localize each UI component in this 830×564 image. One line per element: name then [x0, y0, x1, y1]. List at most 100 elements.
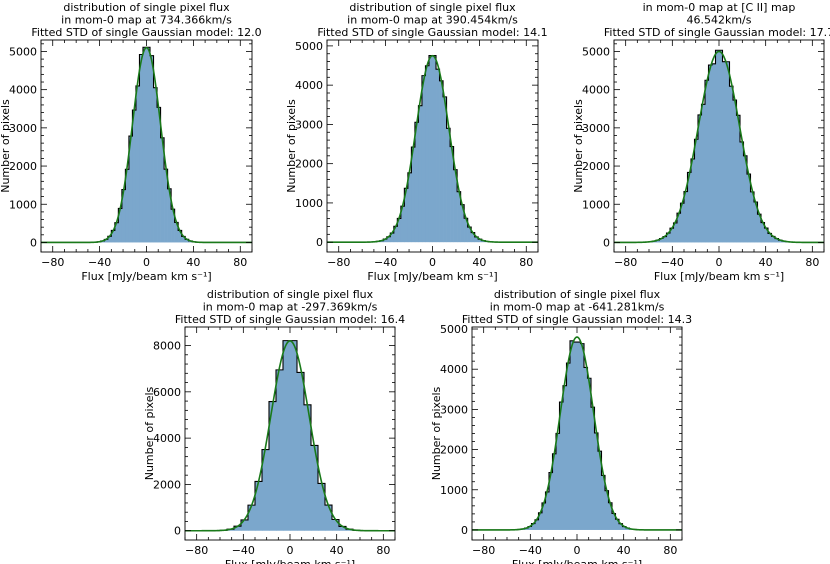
- histogram-bar: [747, 174, 751, 243]
- histogram-bar: [276, 369, 284, 531]
- histogram-bar: [428, 55, 433, 243]
- histogram-bar: [478, 239, 483, 243]
- panel-1: −80 −40 0 40 80 0 1000 2000 3000 4000 5000 distribu…: [0, 1, 262, 283]
- histogram-bar: [171, 209, 175, 243]
- y-axis-label: Number of pixels: [285, 99, 298, 193]
- x-tick-label: 40: [186, 256, 200, 269]
- histogram-bar: [612, 513, 616, 530]
- histogram-bar: [181, 236, 186, 243]
- histogram-bar: [178, 230, 182, 243]
- x-tick-label: 40: [330, 544, 344, 557]
- y-axis-label: Number of pixels: [572, 99, 585, 193]
- histogram-bar: [304, 404, 312, 531]
- gaussian-fit-line: [185, 340, 395, 532]
- histogram-bar: [457, 191, 461, 243]
- y-tick-label: 2000: [440, 444, 468, 457]
- histogram-bar: [761, 222, 765, 243]
- histogram-bar: [694, 139, 699, 243]
- histogram-bar: [421, 75, 426, 243]
- histogram-bar: [135, 85, 140, 243]
- histogram-bar: [573, 342, 578, 530]
- y-tick-label: 3000: [9, 122, 37, 135]
- histogram-bar: [729, 86, 734, 243]
- histogram-bar: [142, 47, 147, 243]
- histogram-bar: [471, 232, 475, 243]
- histogram-bar: [464, 218, 468, 243]
- histogram-bar: [425, 65, 430, 243]
- histogram-bar: [118, 208, 123, 243]
- x-tick-label: 80: [233, 256, 247, 269]
- y-tick-label: 1000: [295, 197, 323, 210]
- histogram-bar: [559, 402, 564, 530]
- histogram-bar: [687, 172, 692, 243]
- panel-3: −80 −40 0 40 80 0 1000 2000 3000 4000 5000 in mom-0…: [572, 1, 830, 283]
- histogram-bar: [297, 372, 305, 531]
- histogram-bar: [386, 236, 391, 243]
- y-tick-label: 5000: [295, 40, 323, 53]
- histogram-bar: [393, 226, 398, 243]
- histogram-bar: [400, 206, 405, 243]
- histogram-bar: [524, 528, 529, 530]
- y-tick-label: 3000: [440, 403, 468, 416]
- histogram-bar: [663, 236, 667, 243]
- x-tick-label: −80: [185, 544, 208, 557]
- histogram-bar: [757, 214, 762, 243]
- x-axis-label: Flux [mJy/beam km s⁻¹]: [225, 558, 355, 564]
- x-tick-label: −40: [519, 544, 542, 557]
- x-tick-label: 40: [617, 544, 631, 557]
- chart-title-line: Fitted STD of single Gaussian model: 14.…: [317, 26, 547, 39]
- histogram-bar: [164, 169, 168, 243]
- y-tick-label: 3000: [295, 118, 323, 131]
- histogram-bar: [715, 50, 720, 243]
- y-tick-label: 8000: [153, 340, 181, 353]
- histogram-bar: [598, 451, 602, 530]
- histogram-bar: [712, 63, 716, 243]
- histogram-bar: [764, 228, 769, 243]
- chart-title-line: in mom-0 map at -297.369km/s: [203, 301, 378, 314]
- y-tick-label: 5000: [582, 45, 610, 58]
- histogram-bar: [290, 340, 298, 531]
- histogram-bar: [587, 378, 592, 530]
- histogram-bar: [146, 47, 151, 243]
- y-tick-label: 6000: [153, 386, 181, 399]
- histogram-bar: [584, 367, 588, 530]
- histogram-bar: [160, 137, 165, 243]
- histogram-bar: [736, 115, 741, 243]
- x-tick-label: −40: [661, 256, 684, 269]
- y-tick-label: 4000: [440, 363, 468, 376]
- histogram-bar: [775, 238, 779, 243]
- histogram-bar: [531, 523, 536, 530]
- histogram-bar: [132, 110, 137, 243]
- histogram-bar: [185, 239, 189, 243]
- histogram-bar: [708, 65, 713, 243]
- chart-title-line: in mom-0 map at -641.281km/s: [490, 301, 665, 314]
- x-tick-label: 40: [759, 256, 773, 269]
- y-tick-label: 5000: [440, 323, 468, 336]
- x-axis-label: Flux [mJy/beam km s⁻¹]: [654, 270, 784, 283]
- histogram-bar: [622, 526, 627, 530]
- histogram-bar: [283, 340, 291, 531]
- histogram-bar: [566, 363, 571, 530]
- histogram-bar: [443, 96, 447, 243]
- x-tick-label: 0: [716, 256, 723, 269]
- histogram-bar: [234, 526, 242, 531]
- histogram-bar: [615, 519, 620, 530]
- y-tick-label: 0: [174, 525, 181, 538]
- y-tick-label: 1000: [9, 198, 37, 211]
- histogram-bar: [545, 491, 550, 530]
- x-tick-label: 80: [376, 544, 390, 557]
- chart-title-line: in mom-0 map at 390.454km/s: [347, 14, 518, 27]
- x-axis-label: Flux [mJy/beam km s⁻¹]: [367, 270, 497, 283]
- histogram-bar: [580, 343, 585, 530]
- histogram-bar: [542, 502, 546, 530]
- x-tick-label: −80: [327, 256, 350, 269]
- chart-title-line: distribution of single pixel flux: [63, 1, 230, 14]
- histogram-bar: [701, 104, 706, 243]
- gaussian-fit-line: [614, 50, 824, 244]
- histogram-bar: [453, 169, 458, 243]
- x-tick-label: 80: [663, 544, 677, 557]
- gaussian-fit-line: [472, 336, 682, 531]
- y-tick-label: 4000: [295, 79, 323, 92]
- y-tick-label: 2000: [9, 160, 37, 173]
- y-axis-label: Number of pixels: [143, 386, 156, 480]
